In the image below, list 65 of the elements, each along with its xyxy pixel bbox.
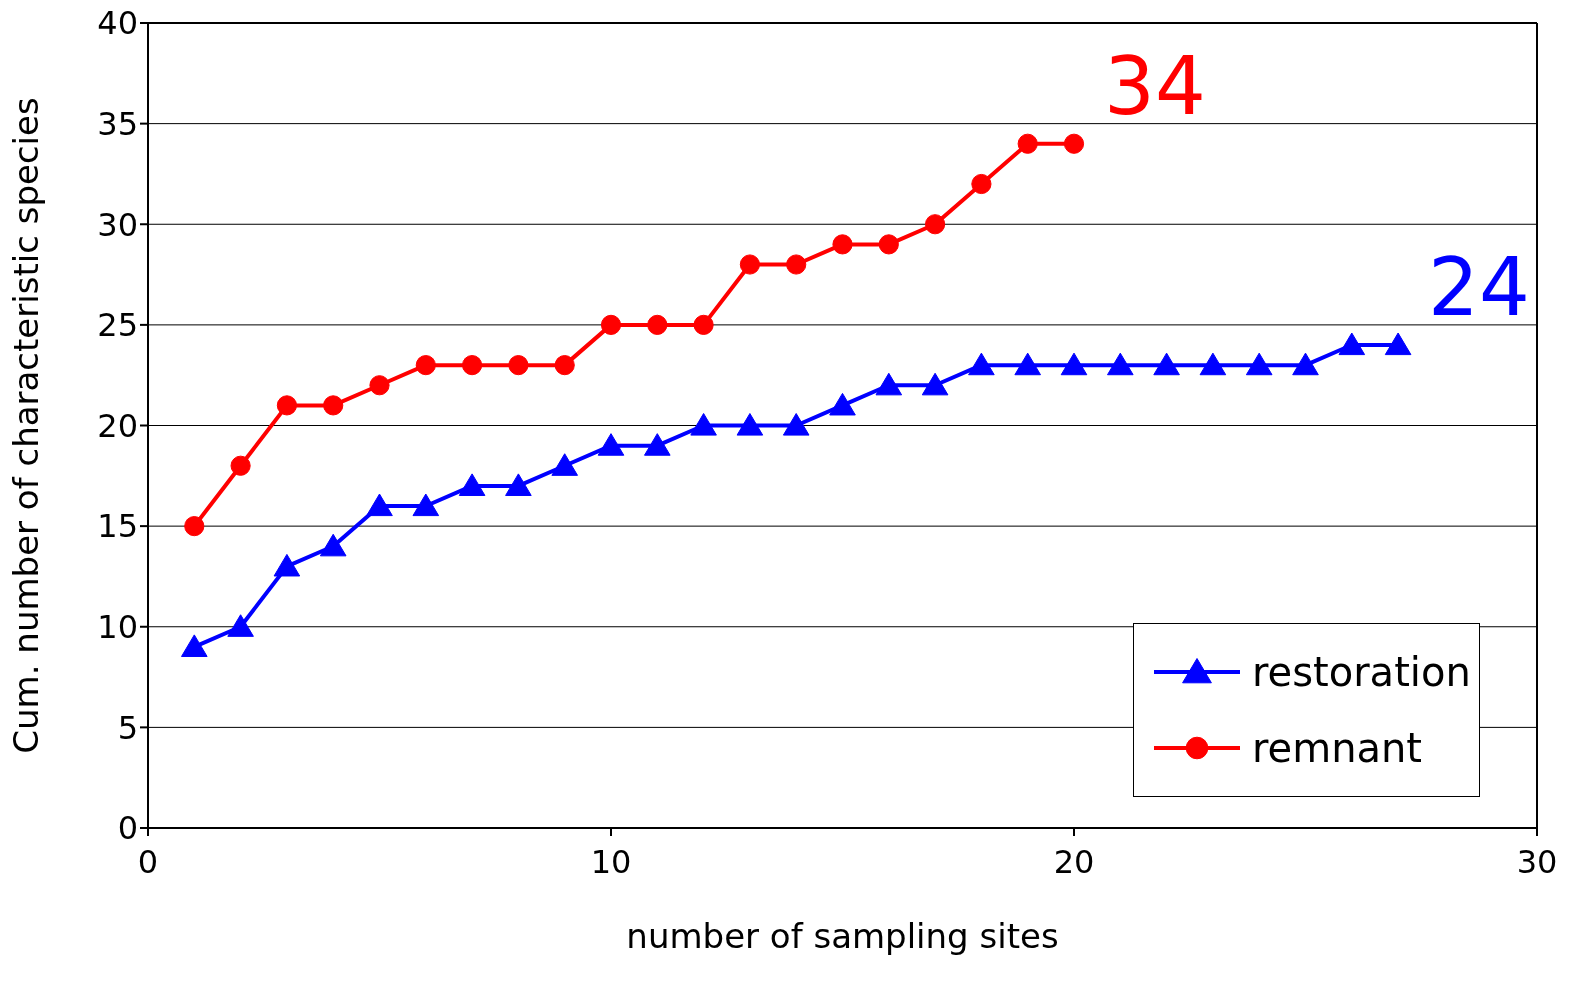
point bbox=[412, 493, 440, 517]
point bbox=[832, 234, 853, 255]
point bbox=[1199, 352, 1227, 376]
point bbox=[369, 375, 390, 396]
point bbox=[276, 395, 297, 416]
point bbox=[925, 214, 946, 235]
point bbox=[1107, 352, 1134, 376]
annotation: 34 bbox=[1104, 39, 1206, 133]
point bbox=[739, 254, 760, 275]
legend-label: restoration bbox=[1252, 649, 1471, 695]
point bbox=[227, 614, 254, 637]
point bbox=[829, 392, 856, 416]
point bbox=[508, 355, 529, 376]
point bbox=[1063, 133, 1085, 154]
point bbox=[971, 173, 992, 195]
y-tick-label: 15 bbox=[97, 507, 138, 546]
x-tick-label: 30 bbox=[1516, 842, 1558, 881]
point bbox=[693, 314, 714, 335]
point bbox=[1060, 352, 1088, 376]
annotation: 24 bbox=[1428, 241, 1530, 334]
point bbox=[230, 455, 251, 476]
point bbox=[1384, 332, 1412, 356]
point bbox=[782, 413, 810, 436]
point bbox=[600, 314, 622, 335]
point bbox=[878, 234, 899, 255]
point bbox=[1153, 352, 1180, 376]
y-tick-label: 10 bbox=[97, 608, 138, 647]
y-tick-label: 40 bbox=[97, 4, 138, 43]
point bbox=[597, 433, 625, 456]
point bbox=[184, 516, 205, 537]
y-tick-label: 25 bbox=[97, 306, 138, 345]
point bbox=[644, 433, 671, 456]
x-tick-label: 10 bbox=[590, 842, 632, 881]
point bbox=[736, 413, 764, 436]
point bbox=[366, 493, 393, 517]
y-tick-label: 0 bbox=[117, 809, 138, 848]
point bbox=[1017, 133, 1038, 154]
y-tick-label: 35 bbox=[97, 104, 138, 143]
point bbox=[1338, 332, 1366, 356]
point bbox=[551, 453, 578, 476]
point bbox=[273, 553, 301, 577]
point bbox=[690, 413, 717, 436]
y-tick-label: 30 bbox=[97, 205, 138, 244]
y-tick-label: 5 bbox=[117, 708, 138, 747]
y-axis-title: Cum. number of characteristic species bbox=[6, 97, 47, 754]
point bbox=[968, 352, 995, 376]
point bbox=[554, 355, 575, 376]
point bbox=[181, 634, 208, 657]
point bbox=[647, 314, 668, 335]
x-axis-title: number of sampling sites bbox=[626, 916, 1059, 956]
point bbox=[875, 372, 903, 396]
x-tick-label: 20 bbox=[1053, 842, 1095, 881]
point bbox=[1292, 352, 1319, 376]
point bbox=[1245, 352, 1273, 376]
point bbox=[319, 533, 347, 557]
legend-label: remnant bbox=[1252, 725, 1423, 771]
point bbox=[921, 372, 949, 396]
y-tick-label: 20 bbox=[97, 406, 138, 445]
point bbox=[415, 355, 436, 376]
point bbox=[458, 473, 486, 496]
point bbox=[462, 355, 483, 376]
point bbox=[1014, 352, 1041, 376]
point bbox=[323, 395, 344, 416]
point bbox=[786, 254, 807, 275]
point bbox=[505, 473, 532, 496]
